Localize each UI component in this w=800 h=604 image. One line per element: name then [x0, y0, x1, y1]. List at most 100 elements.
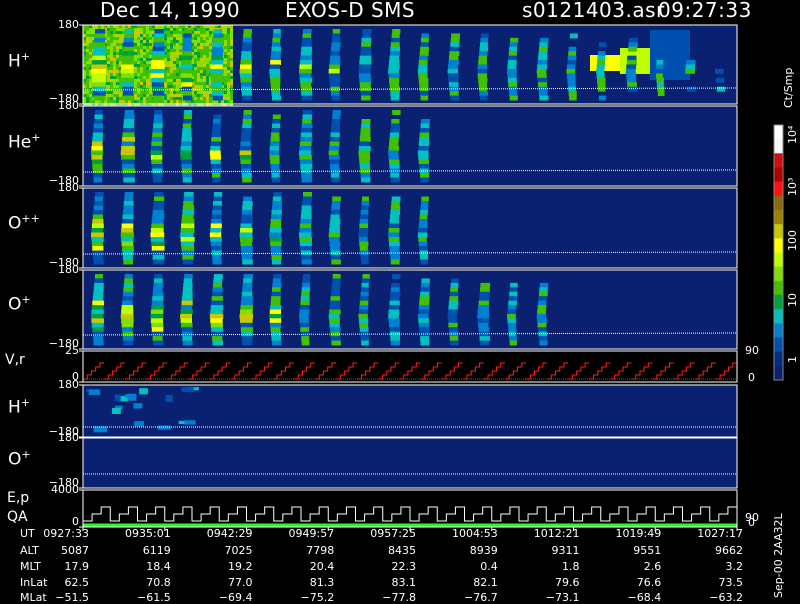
burst-cell [211, 296, 224, 302]
burst-cell [240, 73, 252, 79]
burst-cell [153, 114, 163, 120]
dense-cell [137, 100, 140, 103]
table-cell: −68.4 [627, 591, 662, 604]
burst-cell [240, 241, 252, 247]
dense-cell [176, 25, 179, 28]
dense-cell [119, 40, 122, 43]
burst-cell [299, 68, 312, 74]
burst-cell [392, 110, 401, 115]
dense-cell [194, 97, 197, 100]
dense-cell [191, 31, 194, 34]
burst-cell [152, 296, 164, 302]
burst-cell [626, 64, 637, 70]
burst-cell [388, 150, 399, 156]
table-cell: 0957:25 [370, 527, 416, 540]
dense-cell [86, 94, 89, 97]
burst-cell [390, 42, 400, 48]
dense-cell [86, 73, 89, 76]
burst-cell [240, 159, 252, 165]
dense-cell [83, 82, 86, 85]
dense-cell [110, 46, 113, 49]
burst-cell [151, 159, 163, 165]
dense-cell [107, 46, 110, 49]
dense-cell [158, 100, 161, 103]
dense-cell [107, 76, 110, 79]
burst-cell [183, 33, 192, 39]
ep-steps [83, 506, 738, 522]
burst-cell [95, 192, 104, 197]
burst-cell [211, 132, 221, 138]
burst-cell [389, 305, 400, 310]
dense-cell [191, 40, 194, 43]
dense-cell [110, 58, 113, 61]
burst-cell [569, 33, 578, 39]
burst-cell [330, 255, 341, 260]
burst-cell [301, 46, 313, 52]
dense-cell [197, 43, 200, 46]
dense-cell [113, 28, 116, 31]
dense-cell [230, 85, 233, 88]
burst-cell [388, 232, 400, 238]
dense-cell [197, 52, 200, 55]
burst-cell [360, 336, 370, 342]
burst-cell [388, 237, 400, 242]
dense-cell [230, 73, 233, 76]
burst-cell [478, 77, 488, 83]
dense-cell [191, 100, 194, 103]
burst-cell [240, 300, 253, 306]
burst-cell [182, 91, 193, 97]
burst-cell [537, 73, 547, 79]
burst-cell [299, 232, 312, 238]
burst-cell [271, 255, 282, 260]
dense-cell [206, 61, 209, 64]
dense-cell [212, 31, 215, 34]
dense-cell [143, 85, 146, 88]
burst-cell [151, 164, 163, 169]
burst-cell [330, 296, 341, 302]
dense-cell [194, 46, 197, 49]
dense-cell [227, 70, 230, 73]
panel-label-h-plus: H+ [8, 50, 30, 72]
burst-cell [272, 196, 282, 202]
burst-cell [448, 55, 459, 61]
burst-cell [92, 300, 105, 306]
burst-cell [92, 214, 103, 220]
burst-cell [626, 60, 637, 65]
burst-cell [361, 95, 371, 101]
dense-cell [194, 100, 197, 103]
dense-cell [221, 100, 224, 103]
burst-cell [184, 29, 192, 34]
colorbar-segment [774, 309, 783, 324]
dense-cell [200, 46, 203, 49]
dense-cell [206, 52, 209, 55]
dense-cell [137, 91, 140, 94]
patch-cell [184, 420, 196, 425]
burst-cell [152, 91, 165, 97]
dense-cell [200, 91, 203, 94]
burst-cell [93, 173, 103, 178]
panel-label-text: H [8, 51, 21, 72]
burst-cell [508, 55, 517, 61]
dense-cell [191, 94, 194, 97]
dense-cell [143, 91, 146, 94]
colorbar-unit: Ct/Smp [782, 67, 795, 108]
burst-cell [450, 340, 459, 346]
burst-cell [181, 246, 195, 251]
dense-cell [167, 31, 170, 34]
burst-cell [210, 73, 224, 79]
burst-cell [568, 51, 577, 57]
burst-cell [329, 322, 340, 328]
burst-cell [181, 51, 193, 57]
dense-cell [110, 28, 113, 31]
burst-cell [241, 296, 254, 302]
burst-cell [151, 223, 164, 229]
dense-cell [137, 58, 140, 61]
dense-cell [116, 52, 119, 55]
dense-cell [188, 100, 191, 103]
burst-cell [300, 164, 313, 169]
dense-cell [86, 37, 89, 40]
burst-cell [124, 196, 133, 202]
burst-cell [361, 205, 369, 211]
dense-cell [167, 49, 170, 52]
